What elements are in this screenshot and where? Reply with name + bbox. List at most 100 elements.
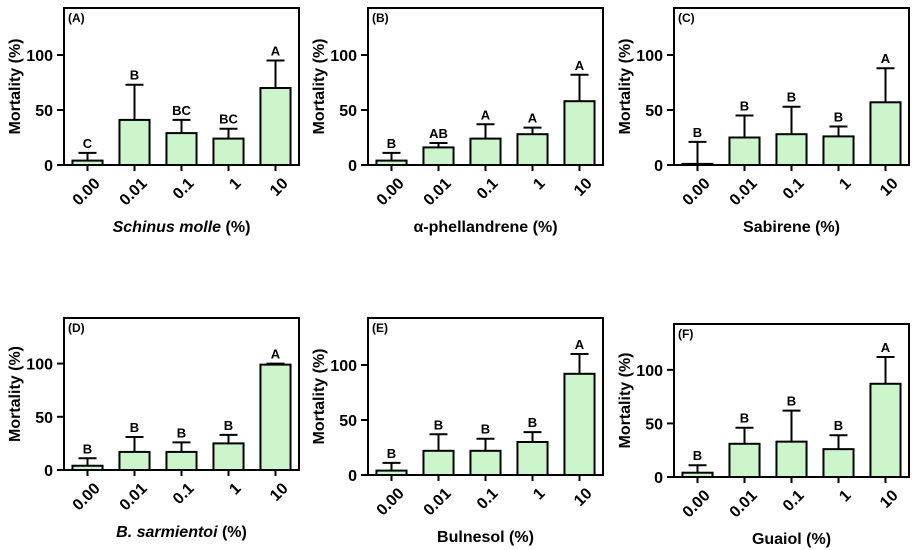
significance-letter: A [881, 51, 891, 66]
y-tick-label: 0 [348, 468, 357, 485]
y-tick-label: 0 [44, 463, 53, 480]
y-axis-label: Mortality (%) [311, 349, 328, 445]
x-tick-label: 10 [877, 487, 902, 512]
x-axis-label: Sabirene (%) [743, 219, 840, 236]
panel-label: (E) [372, 321, 388, 335]
y-axis-label: Mortality (%) [7, 39, 24, 135]
x-axis-label-italic: B. sarmientoi [116, 524, 218, 541]
x-axis-label: B. sarmientoi (%) [116, 524, 247, 541]
y-tick-label: 0 [348, 158, 357, 175]
x-tick-label: 0.01 [727, 487, 761, 521]
y-tick-label: 100 [636, 363, 663, 380]
bar [165, 132, 198, 167]
significance-letter: A [271, 347, 281, 362]
significance-letter: B [834, 418, 843, 433]
significance-letter: C [83, 136, 93, 151]
x-tick-label: 1 [836, 487, 854, 505]
bar [259, 87, 292, 166]
x-tick-label: 0.00 [70, 480, 104, 514]
bar [422, 146, 455, 166]
x-axis-label: Schinus molle (%) [113, 219, 251, 236]
significance-letter: B [130, 420, 139, 435]
y-tick-label: 50 [339, 413, 357, 430]
bar [681, 471, 714, 479]
x-axis-label-text: (%) [221, 219, 250, 236]
x-tick-label: 1 [836, 175, 854, 193]
x-tick-label: 10 [571, 175, 596, 200]
significance-letter: B [387, 136, 396, 151]
bar [563, 372, 596, 476]
significance-letter: B [693, 448, 702, 463]
panel-label: (C) [678, 11, 695, 25]
bar [869, 382, 902, 478]
x-axis-label: Bulnesol (%) [437, 529, 534, 546]
x-tick-label: 0.1 [170, 175, 198, 203]
bar [212, 442, 245, 471]
x-tick-label: 0.01 [421, 485, 455, 519]
bar [775, 440, 808, 478]
bar [775, 133, 808, 166]
x-tick-label: 0.1 [170, 480, 198, 508]
significance-letter: B [740, 411, 749, 426]
y-tick-label: 50 [35, 410, 53, 427]
significance-letter: B [224, 418, 233, 433]
y-tick-label: 0 [654, 470, 663, 487]
significance-letter: BC [172, 103, 191, 118]
bar [165, 450, 198, 471]
x-tick-label: 0.00 [680, 175, 714, 209]
bar [469, 137, 502, 167]
significance-letter: B [387, 446, 396, 461]
panel-label: (F) [678, 327, 693, 341]
y-tick-label: 100 [26, 48, 53, 65]
panel-label: (D) [68, 321, 85, 335]
y-tick-label: 100 [330, 48, 357, 65]
significance-letter: A [575, 337, 585, 352]
y-tick-label: 100 [330, 358, 357, 375]
y-axis-label: Mortality (%) [617, 353, 634, 449]
x-tick-label: 0.1 [474, 175, 502, 203]
y-axis-label: Mortality (%) [617, 39, 634, 135]
bar [822, 135, 855, 166]
bar [822, 448, 855, 478]
x-tick-label: 0.00 [70, 175, 104, 209]
x-tick-label: 0.1 [474, 485, 502, 513]
x-tick-label: 0.00 [680, 487, 714, 521]
x-tick-label: 1 [530, 175, 548, 193]
y-tick-label: 0 [654, 158, 663, 175]
bar [118, 450, 151, 471]
significance-letter: B [130, 68, 139, 83]
x-tick-label: 10 [267, 480, 292, 505]
bar [681, 162, 714, 166]
x-tick-label: 0.00 [374, 175, 408, 209]
significance-letter: B [787, 90, 796, 105]
significance-letter: A [528, 111, 538, 126]
y-tick-label: 0 [44, 158, 53, 175]
significance-letter: B [787, 394, 796, 409]
x-tick-label: 1 [530, 485, 548, 503]
x-tick-label: 10 [877, 175, 902, 200]
bar [469, 449, 502, 476]
bar [212, 137, 245, 167]
bar [869, 101, 902, 167]
significance-letter: AB [429, 126, 448, 141]
x-axis-label: Guaiol (%) [752, 531, 831, 548]
y-tick-label: 100 [26, 357, 53, 374]
bar [71, 159, 104, 167]
bar [728, 442, 761, 478]
x-axis-label-text: (%) [218, 524, 247, 541]
bar [118, 118, 151, 166]
bar [375, 469, 408, 477]
significance-letter: B [834, 110, 843, 125]
bar [516, 133, 549, 166]
significance-letter: B [481, 422, 490, 437]
x-tick-label: 1 [226, 175, 244, 193]
bar [259, 363, 292, 471]
y-tick-label: 50 [645, 103, 663, 120]
x-axis-label-text: Sabirene (%) [743, 219, 840, 236]
x-tick-label: 0.01 [421, 175, 455, 209]
significance-letter: B [434, 417, 443, 432]
